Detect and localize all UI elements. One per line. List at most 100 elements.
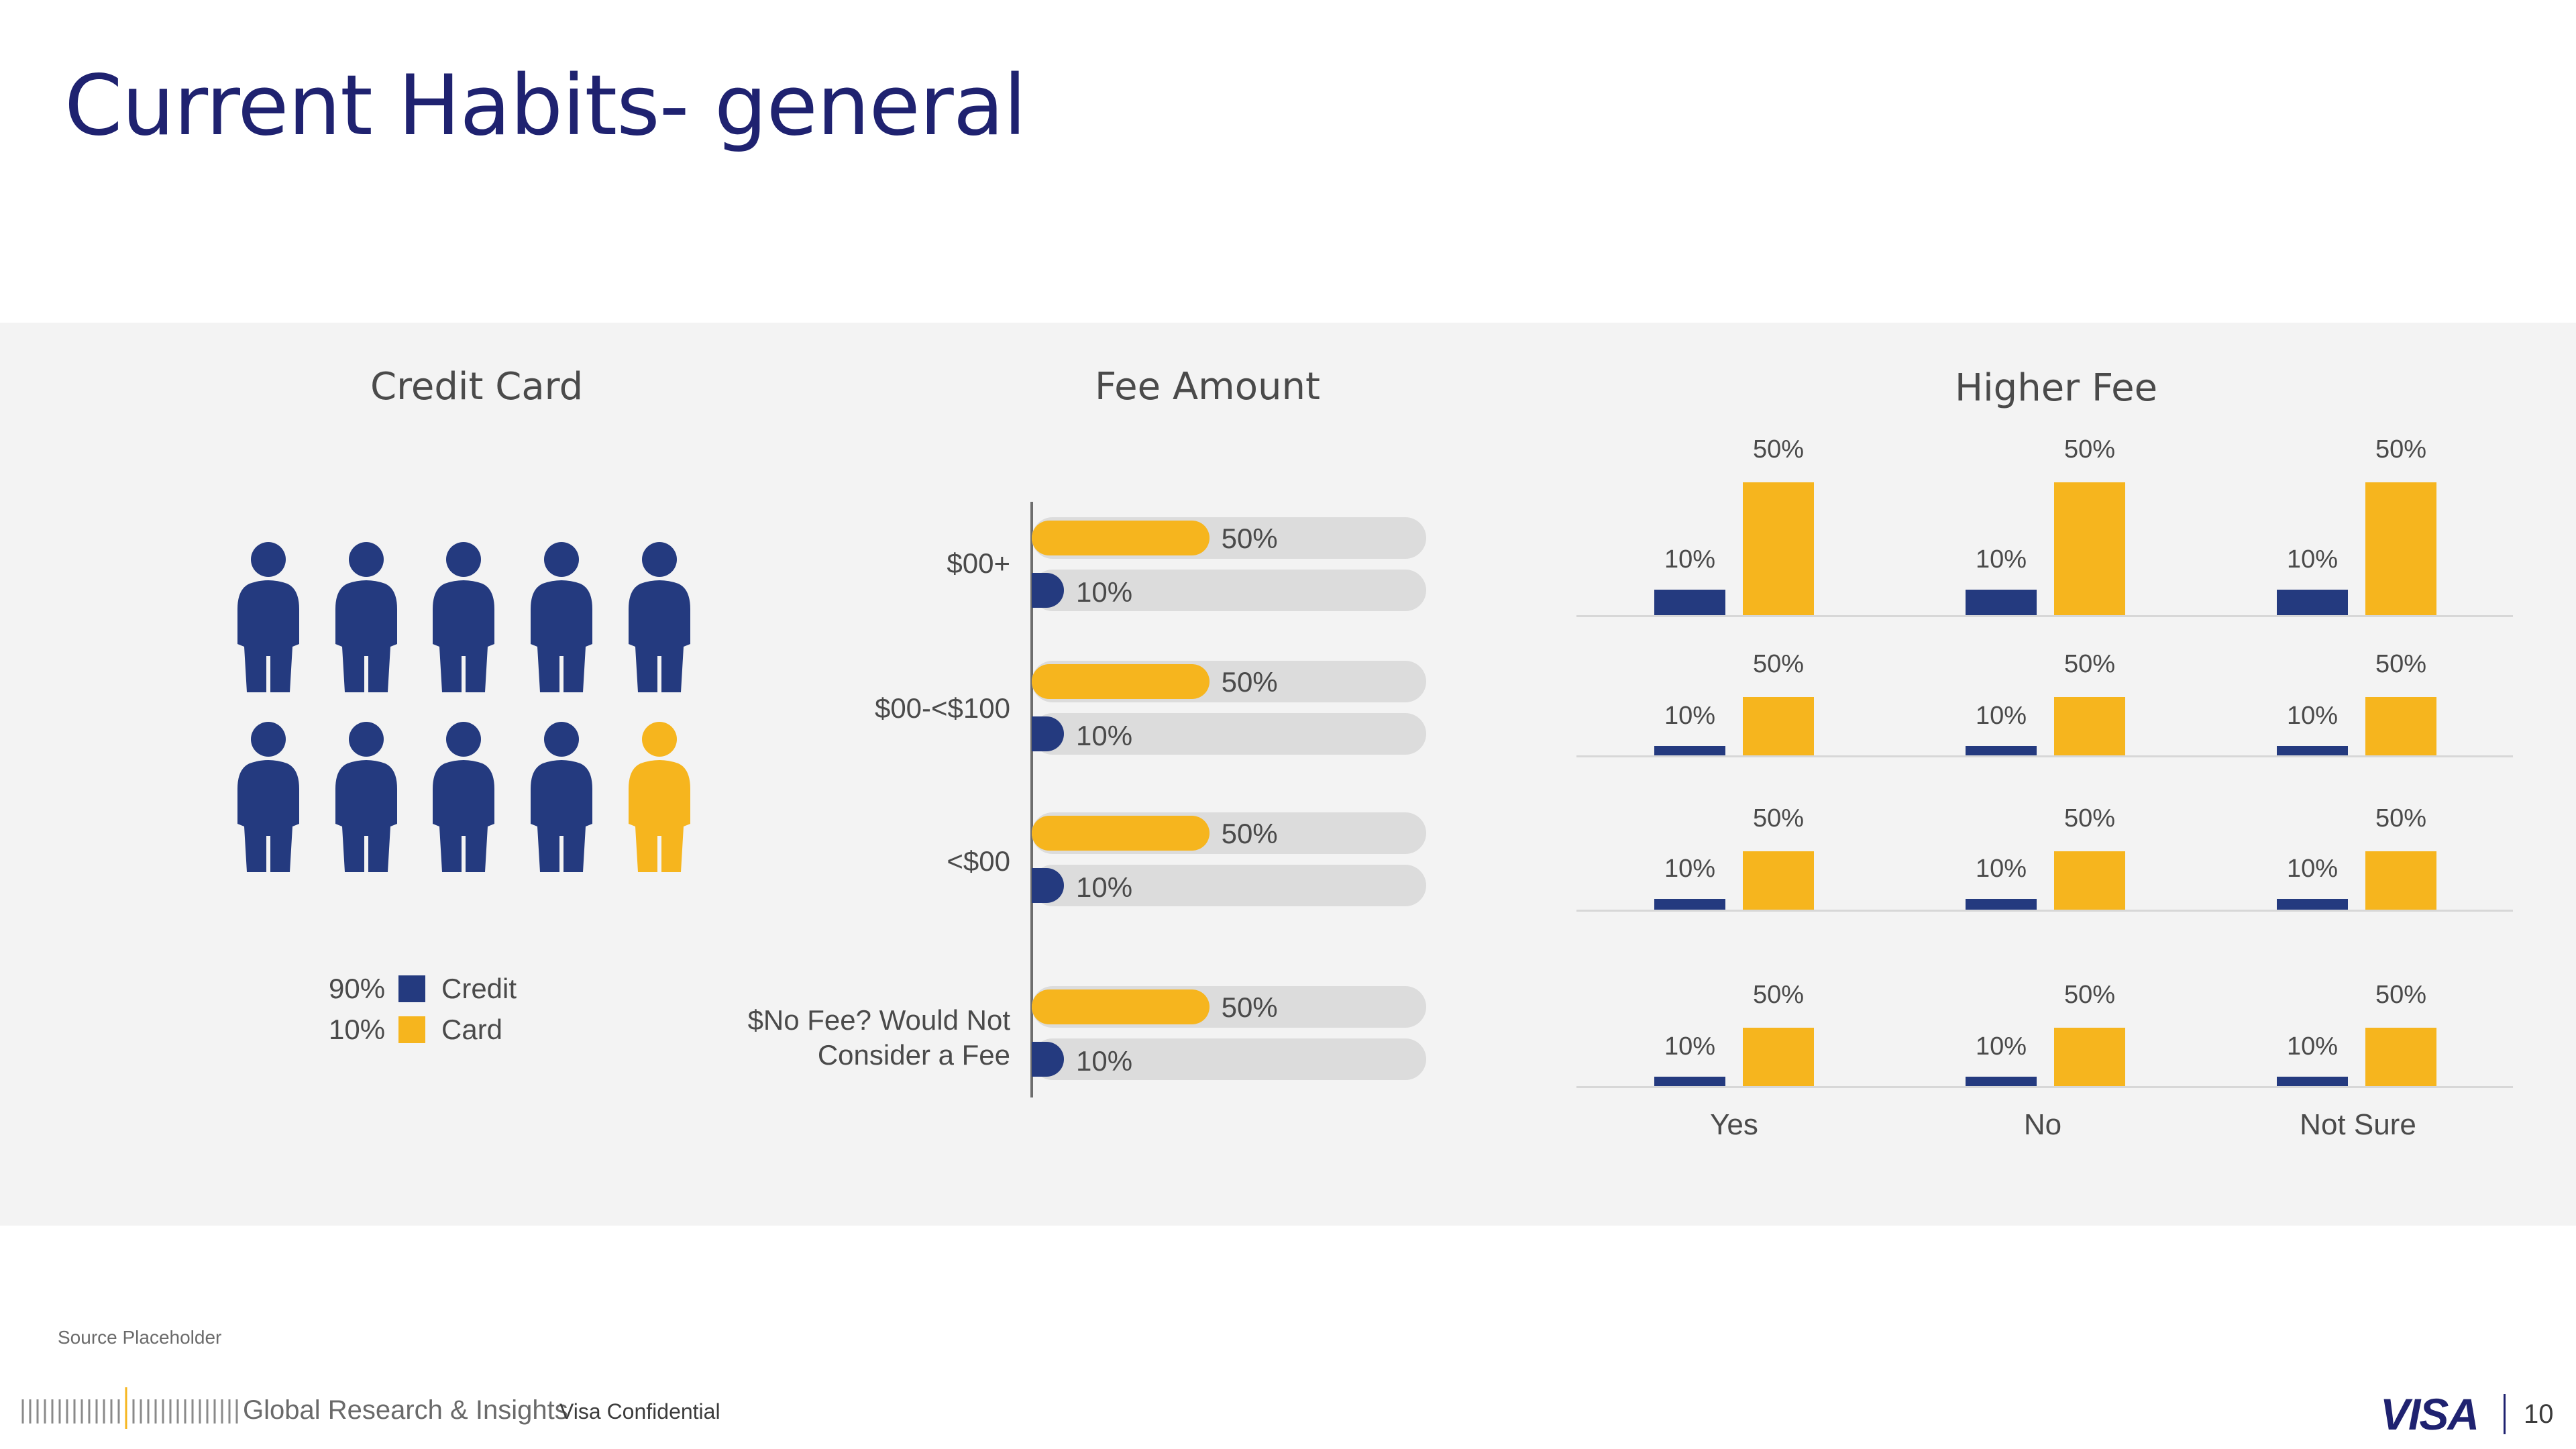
higher-fee-bar-navy	[1654, 899, 1725, 910]
higher-fee-bar-navy	[2277, 1077, 2348, 1086]
fee-track	[1032, 713, 1426, 755]
confidential-label: Visa Confidential	[559, 1399, 720, 1424]
legend-value-card: 10%	[329, 1014, 386, 1045]
fee-category-label: <$00	[947, 845, 1010, 877]
higher-fee-bar-navy	[1966, 1077, 2037, 1086]
person-icon-credit	[531, 722, 592, 872]
higher-fee-value-label: 10%	[1975, 545, 2027, 574]
higher-fee-category-not-sure: Not Sure	[2300, 1108, 2416, 1141]
higher-fee-bar-navy	[2277, 746, 2348, 755]
higher-fee-baseline	[1576, 1086, 2513, 1088]
higher-fee-value-label: 50%	[2375, 804, 2427, 833]
footer-brand: Global Research & Insights	[243, 1395, 568, 1425]
higher-fee-value-label: 50%	[2375, 650, 2427, 678]
higher-fee-bar-navy	[1966, 590, 2037, 615]
fee-bar-navy	[1032, 573, 1064, 608]
fee-bar-navy	[1032, 1042, 1064, 1077]
higher-fee-baseline	[1576, 910, 2513, 912]
fee-track	[1032, 1038, 1426, 1080]
fee-amount-axis	[1030, 502, 1033, 1097]
source-note: Source Placeholder	[58, 1327, 222, 1348]
person-icon-credit	[629, 542, 690, 692]
higher-fee-bar-navy	[2277, 590, 2348, 615]
fee-value-label: 50%	[1221, 666, 1278, 698]
higher-fee-value-label: 50%	[1752, 650, 1805, 678]
legend-label-credit: Credit	[441, 973, 517, 1004]
higher-fee-value-label: 50%	[1752, 804, 1805, 833]
fee-bar-gold	[1032, 664, 1210, 699]
higher-fee-baseline	[1576, 615, 2513, 617]
fee-value-label: 10%	[1076, 871, 1133, 903]
legend-swatch-card	[398, 1016, 425, 1043]
legend-label-card: Card	[441, 1014, 503, 1045]
fee-value-label: 50%	[1221, 991, 1278, 1023]
person-icon-credit	[237, 722, 299, 872]
higher-fee-value-label: 10%	[2286, 1032, 2339, 1061]
slide-title: Current Habits- general	[64, 58, 1026, 154]
person-icon-credit	[237, 542, 299, 692]
fee-bar-navy	[1032, 868, 1064, 903]
higher-fee-value-label: 10%	[1664, 855, 1716, 883]
higher-fee-bar-gold	[2365, 482, 2436, 615]
fee-track	[1032, 865, 1426, 906]
higher-fee-value-label: 10%	[1664, 1032, 1716, 1061]
higher-fee-baseline	[1576, 755, 2513, 757]
higher-fee-bar-gold	[2054, 851, 2125, 910]
brand-barcode-icon	[21, 1387, 238, 1429]
higher-fee-title: Higher Fee	[1955, 366, 2158, 410]
person-icon-card	[629, 722, 690, 872]
higher-fee-value-label: 10%	[2286, 545, 2339, 574]
fee-value-label: 50%	[1221, 523, 1278, 554]
higher-fee-value-label: 10%	[1664, 545, 1716, 574]
fee-value-label: 10%	[1076, 720, 1133, 751]
higher-fee-bar-gold	[2054, 482, 2125, 615]
higher-fee-bar-navy	[1966, 746, 2037, 755]
higher-fee-value-label: 50%	[2063, 435, 2116, 464]
higher-fee-value-label: 50%	[2063, 981, 2116, 1009]
higher-fee-bar-gold	[1743, 1028, 1814, 1086]
higher-fee-value-label: 50%	[2375, 435, 2427, 464]
person-icon-credit	[433, 722, 494, 872]
higher-fee-value-label: 10%	[1975, 1032, 2027, 1061]
person-icon-credit	[531, 542, 592, 692]
higher-fee-bar-gold	[2054, 1028, 2125, 1086]
legend-swatch-credit	[398, 975, 425, 1002]
higher-fee-bar-gold	[1743, 697, 1814, 755]
fee-bar-gold	[1032, 989, 1210, 1024]
legend-value-credit: 90%	[329, 973, 386, 1004]
credit-card-title: Credit Card	[370, 365, 584, 409]
higher-fee-value-label: 10%	[1975, 702, 2027, 730]
higher-fee-bar-navy	[2277, 899, 2348, 910]
higher-fee-bar-navy	[1654, 590, 1725, 615]
fee-category-label: $00+	[947, 547, 1010, 579]
fee-value-label: 50%	[1221, 818, 1278, 849]
higher-fee-value-label: 50%	[1752, 981, 1805, 1009]
higher-fee-bar-gold	[1743, 482, 1814, 615]
fee-value-label: 10%	[1076, 576, 1133, 608]
fee-amount-title: Fee Amount	[1095, 365, 1320, 409]
higher-fee-category-yes: Yes	[1710, 1108, 1758, 1141]
fee-bar-gold	[1032, 521, 1210, 555]
higher-fee-value-label: 10%	[2286, 702, 2339, 730]
fee-bar-navy	[1032, 716, 1064, 751]
higher-fee-bar-gold	[1743, 851, 1814, 910]
higher-fee-value-label: 50%	[1752, 435, 1805, 464]
higher-fee-value-label: 50%	[2063, 804, 2116, 833]
fee-bar-gold	[1032, 816, 1210, 851]
fee-track	[1032, 570, 1426, 611]
higher-fee-bar-navy	[1966, 899, 2037, 910]
fee-category-label: $No Fee? Would Not Consider a Fee	[747, 1004, 1010, 1071]
higher-fee-bar-navy	[1654, 746, 1725, 755]
higher-fee-bar-navy	[1654, 1077, 1725, 1086]
person-icon-credit	[335, 722, 397, 872]
fee-category-label: $00-<$100	[874, 692, 1010, 724]
page-number: 10	[2524, 1399, 2554, 1429]
higher-fee-value-label: 50%	[2063, 650, 2116, 678]
higher-fee-value-label: 50%	[2375, 981, 2427, 1009]
footer-divider	[2504, 1394, 2506, 1434]
higher-fee-value-label: 10%	[1664, 702, 1716, 730]
visa-logo: VISA	[2380, 1389, 2479, 1439]
higher-fee-bar-gold	[2365, 697, 2436, 755]
higher-fee-value-label: 10%	[1975, 855, 2027, 883]
higher-fee-bar-gold	[2365, 1028, 2436, 1086]
